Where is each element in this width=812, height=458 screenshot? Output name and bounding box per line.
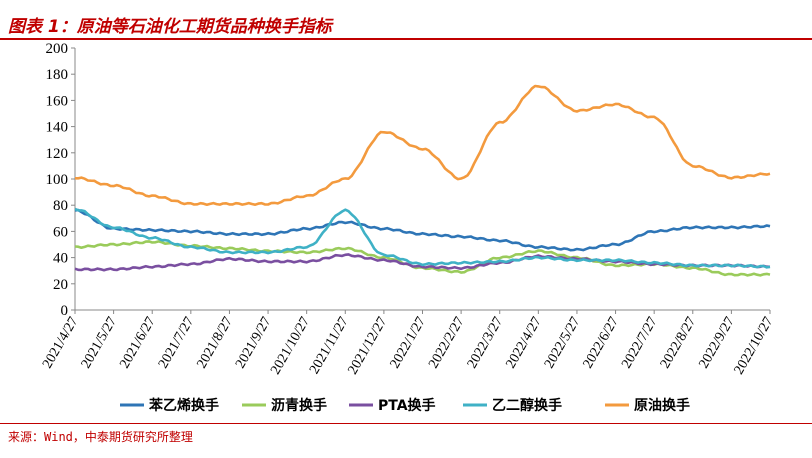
x-tick-label: 2021/12/27	[345, 315, 390, 378]
legend-label: 沥青换手	[271, 397, 327, 414]
y-tick-label: 120	[46, 146, 69, 162]
x-tick-label: 2022/5/27	[542, 315, 583, 372]
x-tick-label: 2022/8/27	[658, 315, 699, 372]
x-tick-label: 2022/3/27	[465, 315, 506, 372]
series-line	[74, 253, 771, 272]
legend-label: 乙二醇换手	[492, 397, 562, 414]
legend-label: PTA换手	[378, 397, 436, 414]
x-tick-label: 2021/10/27	[268, 315, 313, 378]
footer-divider	[0, 423, 812, 424]
source-note: 来源：Wind，中泰期货研究所整理	[8, 430, 193, 444]
series-line	[74, 240, 771, 277]
x-tick-label: 2022/2/27	[426, 314, 467, 371]
y-tick-label: 200	[46, 41, 69, 57]
y-tick-label: 0	[61, 303, 69, 319]
page-title: 图表 1：原油等石油化工期货品种换手指标	[8, 17, 332, 37]
x-tick-label: 2021/4/27	[40, 315, 81, 372]
y-tick-label: 100	[46, 172, 69, 188]
series-line	[75, 84, 771, 206]
x-tick-label: 2022/9/27	[696, 315, 737, 372]
y-tick-label: 160	[46, 93, 69, 109]
x-tick-label: 2021/8/27	[195, 315, 236, 372]
title-divider	[0, 38, 812, 40]
x-tick-label: 2021/11/27	[307, 315, 352, 377]
x-tick-label: 2021/5/27	[79, 315, 120, 372]
x-tick-label: 2021/9/27	[233, 315, 274, 372]
line-chart: 0204060801001201401601802002021/4/272021…	[40, 41, 777, 414]
x-tick-label: 2021/6/27	[117, 315, 158, 372]
series-line	[74, 208, 771, 252]
y-tick-label: 140	[46, 120, 69, 136]
y-tick-label: 60	[53, 224, 68, 240]
legend-label: 原油换手	[634, 397, 690, 414]
y-tick-label: 180	[46, 67, 69, 83]
x-tick-label: 2022/7/27	[619, 315, 660, 372]
x-tick-label: 2022/1/27	[388, 315, 429, 372]
x-tick-label: 2022/6/27	[581, 315, 622, 372]
x-tick-label: 2021/7/27	[156, 315, 197, 372]
y-tick-label: 40	[53, 251, 68, 267]
series-line	[74, 207, 771, 269]
x-tick-label: 2022/4/27	[503, 315, 544, 372]
y-tick-label: 80	[53, 198, 68, 214]
legend-label: 苯乙烯换手	[148, 397, 219, 414]
y-tick-label: 20	[53, 277, 68, 293]
x-tick-label: 2022/10/27	[732, 315, 777, 378]
